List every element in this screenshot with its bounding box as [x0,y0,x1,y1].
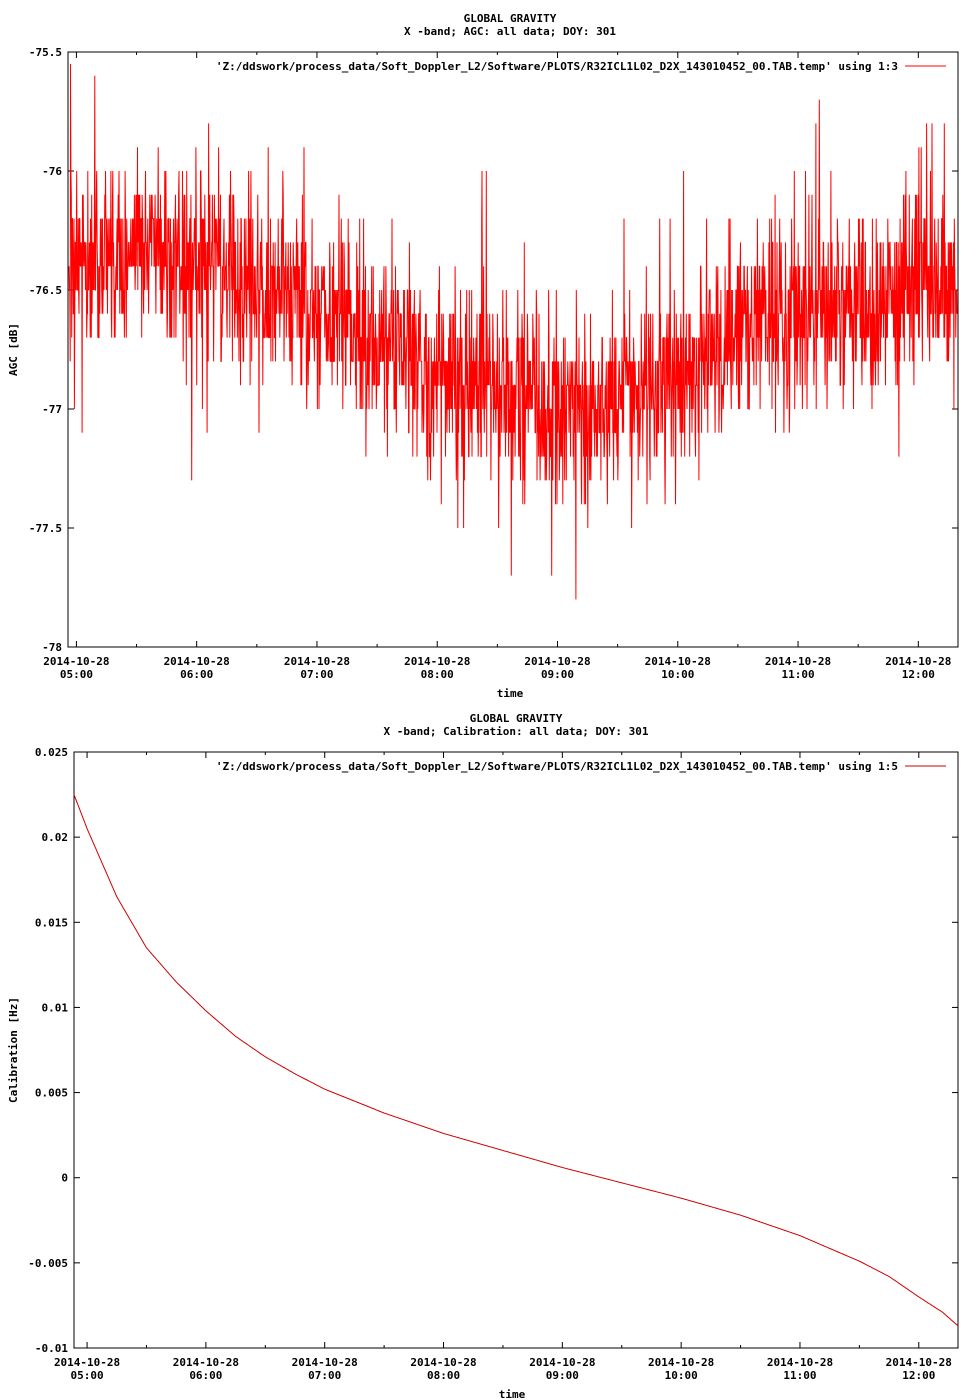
y-tick-label: -0.005 [28,1257,68,1270]
y-tick-label: 0.02 [42,831,69,844]
x-tick-label-date: 2014-10-28 [765,655,831,668]
x-tick-label-time: 10:00 [665,1369,698,1382]
x-tick-label-date: 2014-10-28 [292,1356,358,1369]
series-line [73,794,959,1327]
x-tick-label-time: 09:00 [546,1369,579,1382]
x-tick-label-date: 2014-10-28 [54,1356,120,1369]
x-tick-label-time: 05:00 [60,668,93,681]
plot-frame [73,751,959,1349]
y-tick-label: -77.5 [29,522,62,535]
legend-label: 'Z:/ddswork/process_data/Soft_Doppler_L2… [216,60,898,73]
x-tick-label-date: 2014-10-28 [885,655,951,668]
x-tick-label-time: 10:00 [661,668,694,681]
x-tick-label-time: 06:00 [180,668,213,681]
x-tick-label-date: 2014-10-28 [886,1356,952,1369]
x-tick-label-time: 09:00 [541,668,574,681]
x-tick-label-time: 11:00 [783,1369,816,1382]
x-tick-label-date: 2014-10-28 [524,655,590,668]
x-tick-label-date: 2014-10-28 [648,1356,714,1369]
y-tick-label: 0.025 [35,746,68,759]
x-tick-label-time: 12:00 [902,1369,935,1382]
x-tick-label-time: 11:00 [781,668,814,681]
y-tick-label: -78 [42,641,62,654]
x-tick-label-date: 2014-10-28 [404,655,470,668]
x-tick-label-date: 2014-10-28 [767,1356,833,1369]
x-tick-label-date: 2014-10-28 [645,655,711,668]
x-axis-label: time [499,1388,526,1400]
x-tick-label-time: 07:00 [308,1369,341,1382]
y-tick-label: -76.5 [29,284,62,297]
x-tick-label-date: 2014-10-28 [529,1356,595,1369]
x-tick-label-time: 08:00 [421,668,454,681]
chart-subtitle: X -band; AGC: all data; DOY: 301 [404,25,616,38]
x-tick-label-time: 07:00 [300,668,333,681]
y-tick-label: -75.5 [29,46,62,59]
y-tick-label: -77 [42,403,62,416]
plot-frame [67,51,959,648]
y-tick-label: 0.01 [42,1001,69,1014]
x-tick-label-date: 2014-10-28 [164,655,230,668]
y-tick-label: 0 [61,1172,68,1185]
y-axis-label: Calibration [Hz] [7,997,20,1103]
chart-title: GLOBAL GRAVITY [470,712,563,725]
x-tick-label-time: 12:00 [902,668,935,681]
x-tick-label-time: 08:00 [427,1369,460,1382]
y-tick-label: -76 [42,165,62,178]
x-tick-label-date: 2014-10-28 [284,655,350,668]
y-tick-label: -0.01 [35,1342,68,1355]
x-tick-label-date: 2014-10-28 [410,1356,476,1369]
legend-label: 'Z:/ddswork/process_data/Soft_Doppler_L2… [216,760,898,773]
x-tick-label-date: 2014-10-28 [43,655,109,668]
series-line [68,63,958,600]
y-tick-label: 0.015 [35,916,68,929]
y-axis-label: AGC [dB] [7,323,20,376]
y-tick-label: 0.005 [35,1087,68,1100]
x-axis-label: time [497,687,524,700]
x-tick-label-date: 2014-10-28 [173,1356,239,1369]
x-tick-label-time: 06:00 [189,1369,222,1382]
chart-subtitle: X -band; Calibration: all data; DOY: 301 [384,725,649,738]
x-tick-label-time: 05:00 [71,1369,104,1382]
chart-title: GLOBAL GRAVITY [464,12,557,25]
